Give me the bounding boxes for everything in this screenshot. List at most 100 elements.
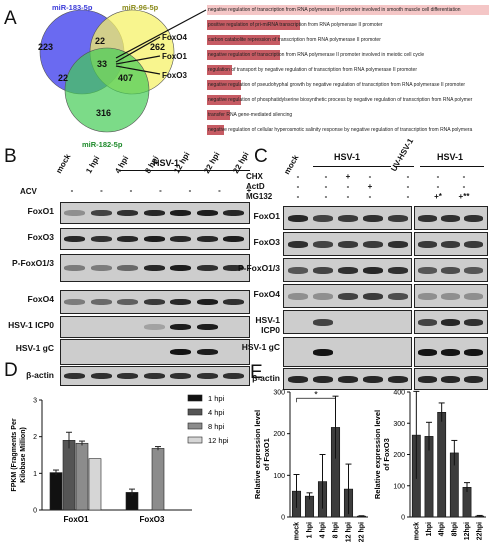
b-band <box>170 349 191 355</box>
go-term-label: negative regulation of phosphatidylserin… <box>208 97 473 103</box>
e-x-label: 8hpi <box>451 522 458 536</box>
d-bar <box>62 440 76 511</box>
go-term-label: negative regulation of cellular hyperosm… <box>208 127 473 133</box>
venn-label-mir183: miR-183-5p <box>52 3 93 12</box>
arrow-line-foxo4 <box>115 36 161 63</box>
panel-letter-a: A <box>4 8 17 29</box>
b-band <box>223 299 244 305</box>
b-row-label: FoxO3 <box>27 232 54 242</box>
b-band <box>170 324 191 330</box>
b-band <box>117 210 138 216</box>
e-y-tick-label: 300 <box>393 421 405 428</box>
e-y-axis-label: Relative expression levelof FoxO1 <box>253 410 271 499</box>
go-term-label: negative regulation of transcription fro… <box>208 52 425 58</box>
c-band <box>313 292 333 300</box>
d-legend-label: 12 hpi <box>208 436 229 445</box>
b-acv-value: - <box>70 186 74 195</box>
c-band <box>288 375 308 383</box>
c-band <box>418 318 437 326</box>
d-legend-swatch <box>187 394 203 402</box>
e-y-tick-label: 100 <box>273 473 285 480</box>
d-legend-swatch <box>187 436 203 444</box>
b-blot-strip <box>60 316 250 338</box>
e-x-label: 12 hpi <box>346 522 353 542</box>
c-band <box>418 375 437 383</box>
arrow-line-foxo3 <box>115 65 161 75</box>
e-y-tick-label: 0 <box>401 515 405 522</box>
b-row-label: P-FoxO1/3 <box>11 258 54 268</box>
c-treat-value: - <box>368 192 372 201</box>
b-band <box>117 236 138 242</box>
c-band <box>338 375 358 383</box>
c-band <box>313 214 333 222</box>
c-blot-strip-left <box>283 258 412 282</box>
c-band <box>313 318 333 326</box>
b-band <box>90 299 112 305</box>
b-lane-label: 1 hpi <box>83 154 101 175</box>
c-row-label: FoxO4 <box>253 289 280 299</box>
b-band <box>143 324 165 330</box>
b-band <box>90 373 112 379</box>
d-y-tick-label: 1 <box>33 471 37 478</box>
b-band <box>117 373 138 379</box>
c-band <box>464 292 483 300</box>
c-treat-value: - <box>324 192 328 201</box>
c-band <box>338 266 358 274</box>
c-band <box>441 240 460 248</box>
c-treat-label: MG132 <box>246 192 273 201</box>
c-band <box>464 214 483 222</box>
b-band <box>64 373 85 379</box>
b-acv-value: - <box>100 186 103 195</box>
e-sig-star: * <box>314 389 318 399</box>
go-term-label: transfer RNA gene-mediated silencing <box>208 112 293 118</box>
c-band <box>441 318 460 326</box>
panel-letter-c: C <box>254 146 268 167</box>
c-blot-strip-left <box>283 337 412 367</box>
c-band <box>464 375 483 383</box>
c-band <box>441 266 460 274</box>
e-x-label: mock <box>413 522 420 540</box>
c-treat-value: - <box>462 182 466 191</box>
c-blot-strip-right <box>414 337 488 367</box>
c-band <box>288 266 308 274</box>
e-x-label: 4 hpi <box>320 522 327 538</box>
b-acv-value: + <box>246 186 252 195</box>
b-row-label: β-actin <box>26 370 54 380</box>
e-x-label: 12hpi <box>464 522 471 540</box>
b-blot-strip <box>60 254 250 282</box>
c-blot-strip-right <box>414 284 488 308</box>
go-term-bar <box>207 35 281 45</box>
b-band <box>90 210 112 216</box>
e-bar <box>437 412 447 518</box>
d-legend-label: 4 hpi <box>208 408 225 417</box>
d-x-label: FoxO1 <box>64 515 89 524</box>
chart-e-foxo3: 0 100 200 300 400 Relative expression levelof… <box>373 390 486 540</box>
c-band <box>441 214 460 222</box>
venn-label-mir96: miR-96-5p <box>122 3 159 12</box>
c-band <box>313 240 333 248</box>
go-term-row: negative regulation of transcription fro… <box>207 50 489 60</box>
e-x-label: 1hpi <box>426 522 433 536</box>
e-x-label: 8 hpi <box>333 522 340 538</box>
d-legend-swatch <box>187 422 203 430</box>
c-row-label: HSV-1 gC <box>241 342 280 352</box>
c-treat-value: +* <box>434 192 442 201</box>
c-band <box>313 375 333 383</box>
b-band <box>223 265 244 271</box>
b-band <box>90 265 112 271</box>
e-x-label: 1 hpi <box>307 522 314 538</box>
venn-count-183-182: 22 <box>58 73 69 83</box>
c-band <box>464 266 483 274</box>
b-lane-label: mock <box>54 152 73 175</box>
target-foxo4: FoxO4 <box>162 33 187 42</box>
b-row-label: FoxO4 <box>27 294 54 304</box>
c-band <box>313 348 333 356</box>
arrow-line-1 <box>115 9 207 59</box>
b-band <box>196 210 218 216</box>
d-bar <box>88 458 102 511</box>
go-term-bar <box>207 125 224 135</box>
b-band <box>196 349 218 355</box>
c-blot-strip-right <box>414 232 488 256</box>
e-x-label: 22 hpi <box>359 522 366 542</box>
c-treat-value: - <box>368 172 372 181</box>
